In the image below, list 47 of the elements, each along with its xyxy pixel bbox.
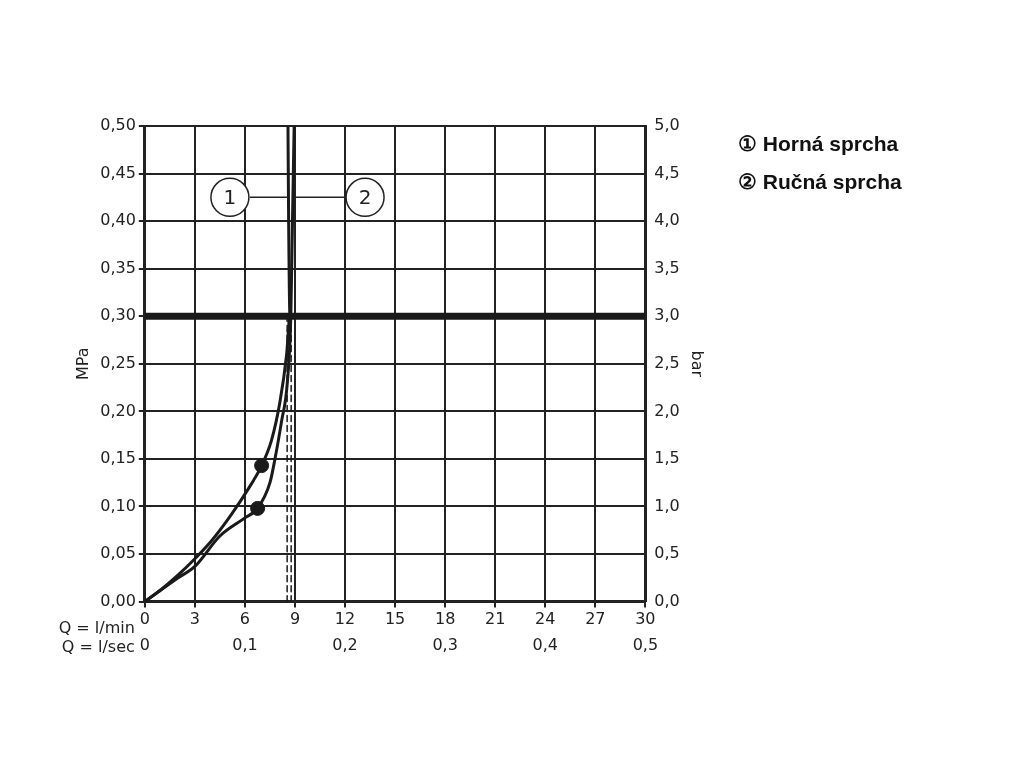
y-tick-label: 0,40 [100, 210, 136, 230]
x-tick-label: 0 [139, 609, 150, 629]
x2-tick-label: 0,3 [432, 634, 458, 654]
y-tick-label: 0,50 [100, 115, 136, 135]
text: ① Horná sprcha [738, 132, 899, 156]
y2-tick-label: 2,0 [654, 400, 680, 420]
x2-tick-label: 0,4 [532, 634, 558, 654]
y-tick-label: 0,45 [100, 162, 136, 182]
text: ② Ručná sprcha [738, 170, 902, 194]
y-tick-label: 0,20 [100, 400, 136, 420]
y-tick-label: 0,10 [100, 495, 136, 515]
y-tick-label: 0,35 [100, 257, 136, 277]
y2-tick-label: 1,5 [654, 448, 680, 468]
y-tick-label: 0,25 [100, 352, 136, 372]
annotation: 1 [223, 184, 237, 209]
x2-axis-title: Q = l/sec [61, 636, 135, 656]
y2-axis-title: bar [688, 350, 708, 378]
x2-tick-label: 0,1 [232, 634, 258, 654]
x-tick-label: 30 [635, 609, 656, 629]
y2-tick-label: 1,0 [654, 495, 680, 515]
y2-tick-label: 2,5 [654, 352, 680, 372]
x-tick-label: 24 [535, 609, 556, 629]
x2-tick-label: 0 [139, 634, 150, 654]
y-tick-label: 0,15 [100, 448, 136, 468]
y2-tick-label: 3,5 [654, 257, 680, 277]
x-tick-label: 18 [434, 609, 456, 629]
y-tick-label: 0,00 [100, 590, 136, 610]
x2-tick-label: 0,2 [332, 634, 358, 654]
y2-tick-label: 5,0 [654, 115, 680, 135]
x-axis-title: Q = l/min [58, 617, 135, 637]
y-tick-label: 0,30 [100, 305, 136, 325]
y-tick-label: 0,05 [100, 543, 136, 563]
y2-tick-label: 3,0 [654, 305, 680, 325]
x-tick-label: 6 [239, 609, 251, 629]
y2-tick-label: 4,5 [654, 162, 680, 182]
x-tick-label: 12 [334, 609, 356, 629]
x-tick-label: 27 [585, 609, 606, 629]
x-tick-label: 15 [384, 609, 406, 629]
x-tick-label: 21 [485, 609, 506, 629]
y2-tick-label: 0,5 [654, 543, 680, 563]
y2-tick-label: 4,0 [654, 210, 680, 230]
x2-tick-label: 0,5 [632, 634, 659, 654]
y-axis-title: MPa [72, 347, 92, 381]
x-tick-label: 9 [289, 609, 301, 629]
annotation: 2 [358, 184, 372, 209]
x-tick-label: 3 [189, 609, 200, 629]
y2-tick-label: 0,0 [654, 590, 680, 610]
